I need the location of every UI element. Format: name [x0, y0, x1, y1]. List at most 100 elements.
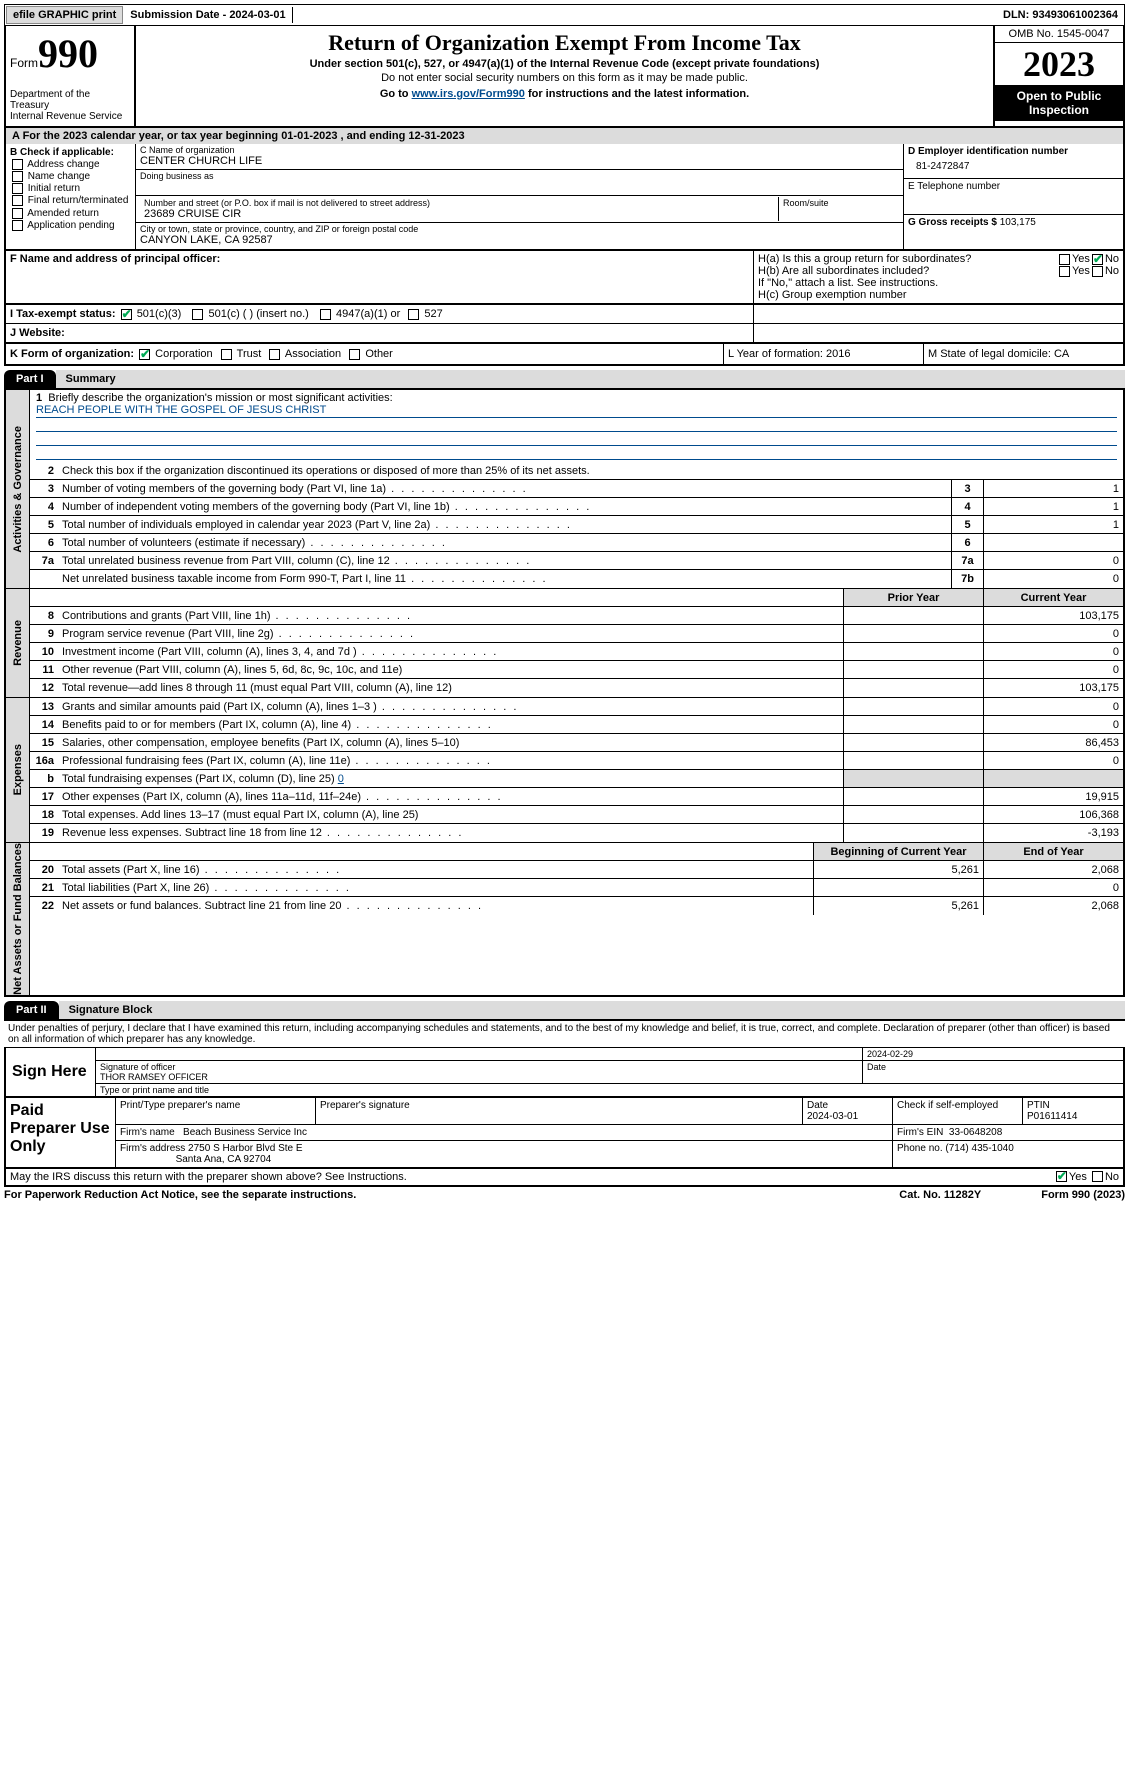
- part2-header: Part II Signature Block: [4, 1001, 1125, 1019]
- box-b: B Check if applicable: Address change Na…: [6, 144, 136, 249]
- line-16a: Professional fundraising fees (Part IX, …: [58, 755, 843, 767]
- check-other[interactable]: [349, 349, 360, 360]
- h-note: If "No," attach a list. See instructions…: [758, 277, 1119, 289]
- irs-link[interactable]: www.irs.gov/Form990: [412, 88, 525, 100]
- paid-preparer-block: Paid Preparer Use Only Print/Type prepar…: [4, 1098, 1125, 1169]
- line-15: Salaries, other compensation, employee b…: [58, 737, 843, 749]
- row-j: J Website:: [4, 324, 1125, 344]
- part2-title: Signature Block: [59, 1001, 1125, 1019]
- line-13: Grants and similar amounts paid (Part IX…: [58, 701, 843, 713]
- check-501c3[interactable]: [121, 309, 132, 320]
- mission-block: 1 Briefly describe the organization's mi…: [30, 390, 1123, 462]
- topbar: efile GRAPHIC print Submission Date - 20…: [4, 4, 1125, 26]
- mission-question: Briefly describe the organization's miss…: [48, 392, 392, 404]
- box-f-label: F Name and address of principal officer:: [10, 253, 749, 265]
- line-21: Total liabilities (Part X, line 26): [58, 882, 813, 894]
- box-b-title: B Check if applicable:: [10, 147, 131, 158]
- prep-name-label: Print/Type preparer's name: [116, 1098, 316, 1124]
- dln: DLN: 93493061002364: [997, 7, 1124, 23]
- line-17: Other expenses (Part IX, column (A), lin…: [58, 791, 843, 803]
- ein-label: D Employer identification number: [908, 146, 1119, 157]
- discuss-row: May the IRS discuss this return with the…: [4, 1169, 1125, 1187]
- check-4947[interactable]: [320, 309, 331, 320]
- type-name-label: Type or print name and title: [96, 1084, 1123, 1096]
- year-formation: L Year of formation: 2016: [723, 344, 923, 364]
- check-assoc[interactable]: [269, 349, 280, 360]
- line-7b: Net unrelated business taxable income fr…: [58, 573, 951, 585]
- check-final-return[interactable]: [12, 195, 23, 206]
- line-2: Check this box if the organization disco…: [58, 465, 1123, 477]
- sig-officer-label: Signature of officer: [100, 1062, 858, 1072]
- signature-intro: Under penalties of perjury, I declare th…: [4, 1019, 1125, 1047]
- phone-label: E Telephone number: [908, 181, 1119, 192]
- line-11: Other revenue (Part VIII, column (A), li…: [58, 664, 843, 676]
- addr-label: Number and street (or P.O. box if mail i…: [144, 198, 774, 208]
- firm-phone-label: Phone no.: [897, 1143, 943, 1154]
- city-label: City or town, state or province, country…: [140, 224, 899, 234]
- check-corp[interactable]: [139, 349, 150, 360]
- check-address-change[interactable]: [12, 159, 23, 170]
- col-begin-year: Beginning of Current Year: [813, 843, 983, 860]
- part2-tab: Part II: [4, 1001, 59, 1019]
- check-name-change[interactable]: [12, 171, 23, 182]
- form-number: 990: [38, 31, 98, 76]
- goto-suffix: for instructions and the latest informat…: [525, 88, 749, 100]
- tax-period-row: A For the 2023 calendar year, or tax yea…: [4, 128, 1125, 144]
- form-of-org-label: K Form of organization:: [10, 348, 134, 360]
- line-4: Number of independent voting members of …: [58, 501, 951, 513]
- line-20: Total assets (Part X, line 16): [58, 864, 813, 876]
- check-527[interactable]: [408, 309, 419, 320]
- prep-date-label: Date: [807, 1100, 828, 1111]
- officer-group-block: F Name and address of principal officer:…: [4, 251, 1125, 305]
- mission-text: REACH PEOPLE WITH THE GOSPEL OF JESUS CH…: [36, 404, 1117, 418]
- room-label: Room/suite: [783, 198, 895, 208]
- col-end-year: End of Year: [983, 843, 1123, 860]
- side-revenue: Revenue: [6, 589, 30, 697]
- prep-sig-label: Preparer's signature: [316, 1098, 803, 1124]
- line-19: Revenue less expenses. Subtract line 18 …: [58, 827, 843, 839]
- form-title: Return of Organization Exempt From Incom…: [144, 30, 985, 56]
- firm-addr1: 2750 S Harbor Blvd Ste E: [188, 1143, 303, 1154]
- form-subtitle: Under section 501(c), 527, or 4947(a)(1)…: [144, 58, 985, 70]
- dba-label: Doing business as: [140, 171, 899, 181]
- row-i: I Tax-exempt status: 501(c)(3) 501(c) ( …: [4, 305, 1125, 324]
- side-expenses: Expenses: [6, 698, 30, 842]
- box-c: C Name of organization CENTER CHURCH LIF…: [136, 144, 903, 249]
- line-22: Net assets or fund balances. Subtract li…: [58, 900, 813, 912]
- line-5: Total number of individuals employed in …: [58, 519, 951, 531]
- fundraising-link[interactable]: 0: [338, 773, 344, 785]
- firm-ein: 33-0648208: [949, 1127, 1002, 1138]
- footer-paperwork: For Paperwork Reduction Act Notice, see …: [4, 1189, 356, 1201]
- side-governance: Activities & Governance: [6, 390, 30, 588]
- public-inspection: Open to Public Inspection: [995, 85, 1123, 121]
- part1-tab: Part I: [4, 370, 56, 388]
- check-501c[interactable]: [192, 309, 203, 320]
- check-initial-return[interactable]: [12, 183, 23, 194]
- tax-year: 2023: [995, 43, 1123, 85]
- firm-ein-label: Firm's EIN: [897, 1127, 943, 1138]
- check-amended[interactable]: [12, 208, 23, 219]
- discuss-yes[interactable]: [1056, 1171, 1067, 1182]
- line-9: Program service revenue (Part VIII, line…: [58, 628, 843, 640]
- footer-form: Form 990 (2023): [1041, 1189, 1125, 1201]
- hb-no[interactable]: [1092, 266, 1103, 277]
- ein-value: 81-2472847: [908, 157, 1119, 176]
- h-b-label: H(b) Are all subordinates included?: [758, 265, 1057, 277]
- dept-label: Department of the Treasury Internal Reve…: [10, 89, 130, 122]
- check-app-pending[interactable]: [12, 220, 23, 231]
- discuss-no[interactable]: [1092, 1171, 1103, 1182]
- hb-yes[interactable]: [1059, 266, 1070, 277]
- tax-exempt-label: I Tax-exempt status:: [10, 308, 116, 320]
- line-14: Benefits paid to or for members (Part IX…: [58, 719, 843, 731]
- line-8: Contributions and grants (Part VIII, lin…: [58, 610, 843, 622]
- discuss-text: May the IRS discuss this return with the…: [10, 1171, 1054, 1183]
- box-deg: D Employer identification number 81-2472…: [903, 144, 1123, 249]
- ha-no[interactable]: [1092, 254, 1103, 265]
- row-klm: K Form of organization: Corporation Trus…: [4, 344, 1125, 366]
- efile-print-button[interactable]: efile GRAPHIC print: [6, 6, 123, 24]
- ha-yes[interactable]: [1059, 254, 1070, 265]
- omb-number: OMB No. 1545-0047: [995, 26, 1123, 43]
- ptin-label: PTIN: [1027, 1100, 1050, 1111]
- ptin-value: P01611414: [1027, 1111, 1077, 1122]
- check-trust[interactable]: [221, 349, 232, 360]
